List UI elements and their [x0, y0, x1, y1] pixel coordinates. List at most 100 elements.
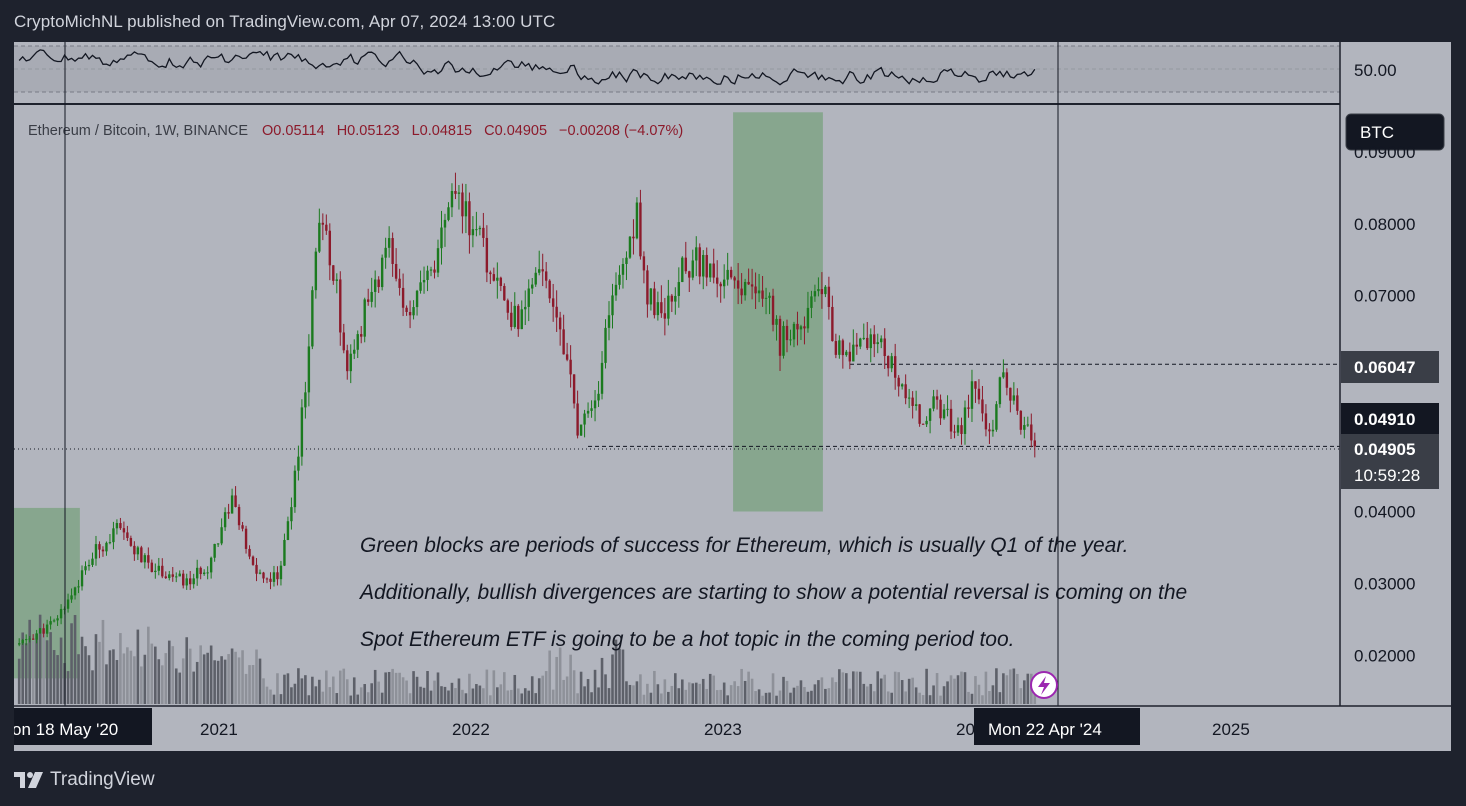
candle — [876, 333, 879, 354]
volume-bar — [621, 649, 625, 704]
candle — [852, 329, 855, 362]
candle — [1012, 382, 1016, 405]
candle — [1019, 410, 1023, 435]
volume-bar — [628, 684, 632, 704]
volume-bar — [272, 694, 276, 704]
candle — [91, 552, 94, 568]
candle — [175, 572, 178, 583]
candle — [436, 239, 440, 278]
candle — [1009, 387, 1012, 413]
volume-bar — [984, 671, 988, 704]
volume-bar — [307, 695, 311, 704]
price-scale[interactable]: 50.00 BTC 0.09000 0.08000 0.07000 0.04000 0.… — [1339, 42, 1451, 751]
volume-bar — [607, 688, 611, 704]
candle — [970, 369, 974, 423]
x-tick-2025: 2025 — [1212, 720, 1250, 739]
candle — [321, 213, 325, 241]
volume-bar — [914, 687, 918, 704]
volume-bar — [946, 681, 949, 704]
volume-bar — [248, 665, 251, 704]
chart-frame[interactable]: Ethereum / Bitcoin, 1W, BINANCE O0.05114… — [12, 42, 1451, 751]
candle — [49, 616, 52, 630]
volume-bar — [429, 690, 433, 704]
candle — [353, 339, 356, 360]
volume-bar — [52, 650, 56, 704]
candle — [373, 270, 377, 308]
volume-bar — [167, 640, 171, 704]
candle — [897, 375, 900, 397]
volume-bar — [332, 676, 335, 704]
volume-bar — [171, 646, 175, 704]
volume-bar — [24, 643, 28, 704]
volume-bar — [897, 672, 900, 704]
candle — [405, 305, 408, 316]
candle — [94, 535, 98, 566]
candle — [981, 385, 984, 422]
volume-bar — [230, 648, 234, 704]
candle — [702, 250, 705, 290]
volume-bar — [87, 655, 91, 704]
event-icon[interactable] — [1030, 671, 1058, 699]
volume-bar — [516, 688, 520, 704]
volume-bar — [283, 674, 286, 704]
chart-svg[interactable]: Ethereum / Bitcoin, 1W, BINANCE O0.05114… — [12, 42, 1451, 751]
volume-bar — [576, 693, 579, 704]
candle — [105, 541, 108, 556]
volume-bar — [684, 689, 688, 704]
price-label-0.06047: 0.06047 — [1354, 358, 1415, 377]
volume-bar — [911, 677, 914, 704]
ohlc-open: O0.05114 — [262, 123, 325, 139]
candle — [513, 292, 516, 329]
volume-bar — [21, 632, 24, 704]
volume-bar — [963, 672, 967, 704]
candle — [1023, 416, 1026, 439]
candle — [457, 185, 461, 210]
candle — [202, 569, 206, 576]
volume-bar — [579, 671, 583, 704]
candle — [461, 183, 464, 234]
volume-bar — [422, 687, 426, 704]
time-scale[interactable]: 2021 2022 2023 20 2025 on 18 May '20 Mon… — [12, 705, 1451, 751]
candle — [733, 275, 736, 289]
candle — [918, 404, 921, 427]
volume-bar — [394, 672, 398, 704]
volume-bar — [939, 695, 942, 704]
volume-bar — [188, 648, 192, 704]
candle — [234, 486, 237, 508]
volume-bar — [440, 686, 443, 704]
volume-bar — [496, 687, 499, 704]
volume-bar — [433, 680, 436, 704]
volume-bar — [209, 645, 213, 704]
price-label-last: 0.06047 — [1341, 351, 1439, 383]
candle — [544, 262, 548, 289]
volume-bar — [129, 650, 133, 704]
candle — [199, 566, 202, 580]
candle — [548, 279, 551, 303]
btc-badge[interactable]: BTC — [1345, 113, 1445, 151]
volume-bar — [775, 695, 778, 704]
volume-bar — [681, 679, 684, 704]
candle — [674, 287, 677, 315]
candle — [579, 424, 583, 436]
volume-bar — [569, 654, 572, 704]
volume-bar — [743, 680, 747, 704]
volume-bar — [1005, 675, 1009, 704]
volume-bar — [426, 671, 429, 704]
candle — [904, 374, 907, 405]
candle — [248, 545, 251, 560]
rsi-level-label: 50.00 — [1354, 61, 1397, 80]
y-tick-0.09000: 0.09000 — [1354, 143, 1415, 162]
volume-bar — [625, 681, 628, 704]
volume-bar — [485, 669, 489, 704]
candle — [806, 291, 810, 333]
volume-bar — [136, 629, 140, 704]
candle — [450, 183, 454, 218]
volume-bar — [687, 682, 691, 704]
volume-bar — [251, 665, 255, 704]
candle — [394, 248, 398, 282]
candle — [147, 547, 150, 569]
candle — [265, 577, 269, 584]
volume-bar — [293, 683, 297, 704]
volume-bar — [199, 645, 202, 704]
volume-bar — [1012, 668, 1016, 704]
